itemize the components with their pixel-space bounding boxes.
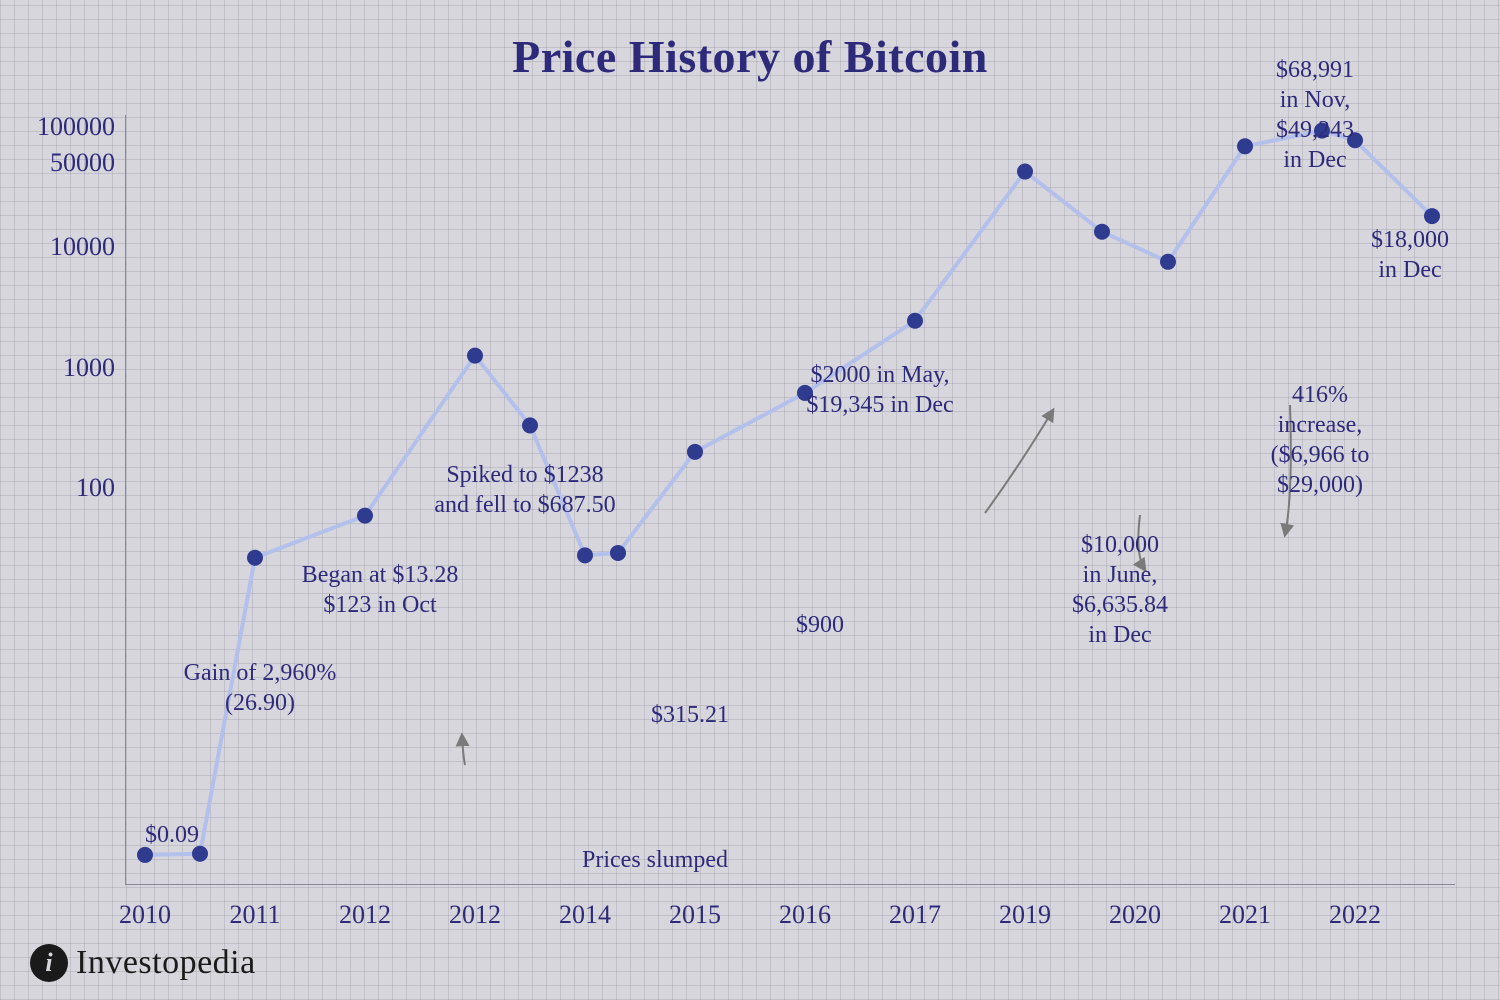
- brand-name: Investopedia: [76, 944, 256, 982]
- annotation-label: 416% increase, ($6,966 to $29,000): [1271, 380, 1370, 500]
- x-tick-label: 2012: [339, 900, 391, 930]
- annotation-label: Began at $13.28 $123 in Oct: [302, 560, 459, 620]
- annotation-label: $10,000 in June, $6,635.84 in Dec: [1072, 530, 1168, 650]
- y-tick-label: 50000: [50, 148, 115, 178]
- x-tick-label: 2012: [449, 900, 501, 930]
- x-tick-label: 2020: [1109, 900, 1161, 930]
- callout-arrow: [462, 735, 465, 765]
- annotation-label: $0.09: [145, 820, 199, 850]
- data-point: [577, 547, 593, 563]
- callout-arrow: [985, 410, 1053, 513]
- annotation-label: $68,991 in Nov, $49,243 in Dec: [1276, 55, 1354, 175]
- chart-plot: [125, 115, 1455, 885]
- y-tick-label: 1000: [63, 353, 115, 383]
- data-point: [247, 550, 263, 566]
- annotation-label: Prices slumped: [582, 845, 728, 875]
- data-point: [467, 348, 483, 364]
- annotation-label: $2000 in May, $19,345 in Dec: [806, 360, 953, 420]
- data-point: [1160, 254, 1176, 270]
- x-tick-label: 2014: [559, 900, 611, 930]
- x-tick-label: 2011: [229, 900, 280, 930]
- annotation-label: $315.21: [651, 700, 729, 730]
- data-point: [1424, 208, 1440, 224]
- data-point: [1237, 138, 1253, 154]
- annotation-label: $900: [796, 610, 844, 640]
- x-tick-label: 2015: [669, 900, 721, 930]
- data-point: [1094, 224, 1110, 240]
- y-tick-label: 10000: [50, 232, 115, 262]
- x-tick-label: 2016: [779, 900, 831, 930]
- data-point: [687, 444, 703, 460]
- brand-attribution: i Investopedia: [30, 944, 256, 982]
- data-point: [357, 508, 373, 524]
- chart-title: Price History of Bitcoin: [0, 30, 1500, 83]
- x-tick-label: 2021: [1219, 900, 1271, 930]
- annotation-label: $18,000 in Dec: [1371, 225, 1449, 285]
- x-tick-label: 2017: [889, 900, 941, 930]
- annotation-label: Spiked to $1238 and fell to $687.50: [434, 460, 615, 520]
- data-point: [1017, 164, 1033, 180]
- y-tick-label: 100000: [37, 112, 115, 142]
- x-tick-label: 2019: [999, 900, 1051, 930]
- x-tick-label: 2022: [1329, 900, 1381, 930]
- data-point: [522, 417, 538, 433]
- y-tick-label: 100: [76, 473, 115, 503]
- data-point: [610, 545, 626, 561]
- data-point: [907, 313, 923, 329]
- x-tick-label: 2010: [119, 900, 171, 930]
- annotation-label: Gain of 2,960% (26.90): [184, 658, 337, 718]
- brand-logo-icon: i: [30, 944, 68, 982]
